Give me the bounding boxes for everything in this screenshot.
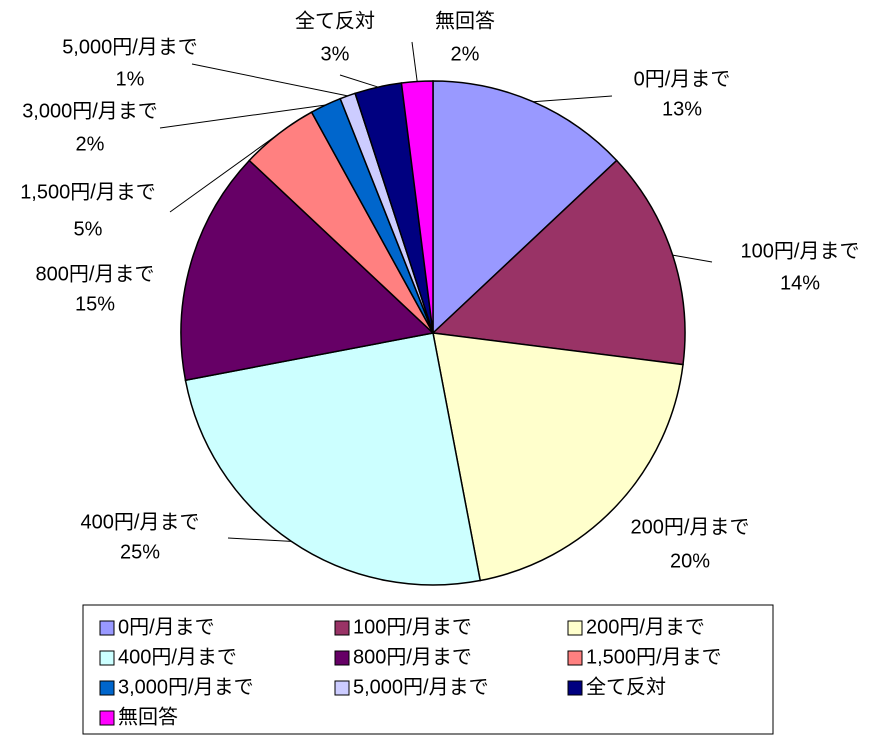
slice-label: 800円/月まで (36, 263, 155, 285)
leader-line (672, 254, 713, 263)
slice-value-label: 25% (120, 541, 160, 563)
legend-swatch (334, 680, 350, 696)
pie-slice (400, 80, 434, 334)
pie-slice (432, 80, 618, 335)
slice-label: 5,000円/月まで (62, 36, 198, 58)
leader-line (411, 41, 418, 82)
slice-value-label: 14% (780, 272, 820, 294)
leader-line (191, 63, 348, 97)
slice-label: 1,500円/月まで (20, 181, 156, 203)
legend-swatch (567, 620, 583, 636)
slice-label: 全て反対 (295, 9, 375, 32)
slice-value-label: 13% (662, 98, 702, 120)
leader-line (339, 74, 379, 88)
slice-value-label: 1% (116, 68, 145, 90)
legend-swatch (334, 620, 350, 636)
slice-value-label: 15% (75, 293, 115, 315)
legend-box (82, 604, 774, 735)
slice-label: 100円/月まで (741, 240, 860, 262)
legend-label: 400円/月まで (118, 646, 237, 668)
legend-swatch (334, 650, 350, 666)
legend-label: 100円/月まで (353, 616, 472, 638)
legend-swatch (99, 680, 115, 696)
slice-value-label: 20% (670, 550, 710, 572)
slice-label: 0円/月まで (634, 68, 731, 90)
slice-value-label: 2% (76, 133, 105, 155)
slice-label: 無回答 (435, 9, 495, 32)
legend-label: 3,000円/月まで (118, 676, 254, 698)
legend-label: 1,500円/月まで (586, 646, 722, 668)
slice-value-label: 3% (321, 43, 350, 65)
leader-line (169, 133, 279, 213)
pie-slice (180, 159, 435, 382)
legend-swatch (99, 710, 115, 726)
leader-line (533, 95, 613, 103)
legend-label: 0円/月まで (118, 616, 215, 638)
legend-label: 800円/月まで (353, 646, 472, 668)
slice-value-label: 2% (451, 43, 480, 65)
pie-slice (184, 332, 482, 586)
legend-swatch (99, 620, 115, 636)
legend-label: 無回答 (118, 705, 178, 728)
slice-value-label: 5% (74, 218, 103, 240)
leader-line (159, 104, 326, 129)
slice-label: 200円/月まで (631, 516, 750, 538)
legend-label: 全て反対 (586, 675, 666, 698)
pie-slice (431, 159, 686, 366)
slice-label: 400円/月まで (81, 511, 200, 533)
legend-swatch (567, 650, 583, 666)
legend-swatch (567, 680, 583, 696)
pie-slice (432, 332, 684, 582)
leader-line (227, 537, 292, 542)
legend-label: 5,000円/月まで (353, 676, 489, 698)
legend-label: 200円/月まで (586, 616, 705, 638)
legend-swatch (99, 650, 115, 666)
slice-label: 3,000円/月まで (22, 100, 158, 122)
